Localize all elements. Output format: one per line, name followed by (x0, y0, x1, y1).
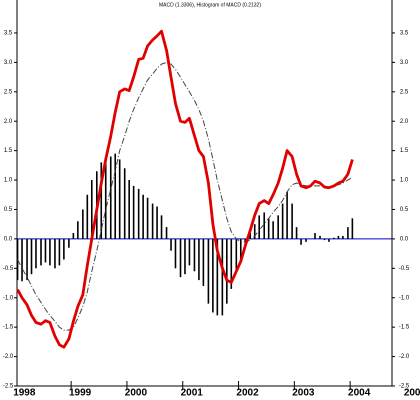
x-tick-label: 2004 (348, 388, 371, 399)
x-tick-label: 2002 (236, 388, 259, 399)
chart-title: MACD (1.3306), Histogram of MACD (0.2132… (159, 2, 261, 8)
y-tick-label-right: 2.5 (400, 89, 409, 95)
x-tick-label: 1998 (13, 388, 36, 399)
x-tick-label: 2005 (404, 388, 420, 399)
x-tick-label: 1999 (69, 388, 92, 399)
y-tick-label-right: 3.5 (400, 31, 409, 37)
y-tick-label: -0.5 (3, 266, 14, 272)
y-tick-label: -1.5 (3, 325, 14, 331)
x-tick-label: 2001 (181, 388, 204, 399)
y-tick-label: 3.5 (4, 31, 13, 37)
y-tick-label: 0.0 (4, 236, 13, 242)
y-tick-label-right: -1.5 (399, 325, 410, 331)
y-tick-label-right: 3.0 (400, 60, 409, 66)
y-tick-label-right: 1.5 (400, 148, 409, 154)
y-tick-label-right: 0.5 (400, 207, 409, 213)
y-tick-label: 1.0 (4, 178, 13, 184)
y-tick-label: -2.5 (3, 384, 14, 390)
x-tick-label: 2000 (125, 388, 148, 399)
signal-line (17, 61, 353, 331)
y-tick-label-right: 0.0 (400, 236, 409, 242)
y-tick-label-right: 2.0 (400, 119, 409, 125)
y-tick-label-right: 1.0 (400, 178, 409, 184)
y-tick-label: 3.0 (4, 60, 13, 66)
y-tick-label: 2.5 (4, 89, 13, 95)
x-labels: 1998 1999 2000 2001 2002 2003 2004 2005 (13, 388, 420, 399)
y-tick-label: 2.0 (4, 119, 13, 125)
y-tick-label-right: -2.0 (399, 354, 410, 360)
y-tick-label: -2.0 (3, 354, 14, 360)
y-tick-label: 1.5 (4, 148, 13, 154)
y-tick-label-right: -0.5 (399, 266, 410, 272)
y-tick-label: 0.5 (4, 207, 13, 213)
x-tick-label: 2003 (292, 388, 315, 399)
y-tick-label: -1.0 (3, 295, 14, 301)
y-tick-label-right: -1.0 (399, 295, 410, 301)
y-tick-label-right: -2.5 (399, 384, 410, 390)
macd-line (16, 29, 354, 349)
